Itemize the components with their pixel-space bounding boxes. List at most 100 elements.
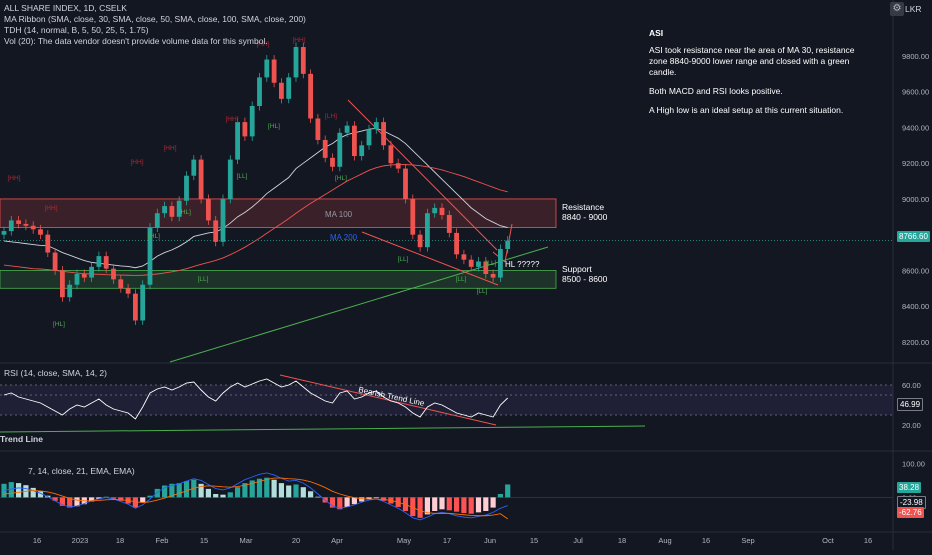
- price-tick-label: 8600.00: [902, 266, 929, 275]
- macd-histogram-bar: [118, 497, 124, 501]
- candle-body: [103, 256, 109, 269]
- candle-body: [490, 274, 496, 278]
- signal-line: [3, 477, 508, 520]
- pivot-label: [LH]: [325, 113, 337, 120]
- macd-line: [3, 472, 508, 521]
- macd-histogram-bar: [483, 497, 489, 511]
- candle-body: [206, 198, 211, 221]
- rsi-tick-label: 60.00: [902, 381, 921, 390]
- macd-histogram-bar: [329, 497, 336, 508]
- indicator-ma-ribbon[interactable]: MA Ribbon (SMA, close, 30, SMA, close, 5…: [4, 14, 306, 24]
- macd-histogram-bar: [424, 497, 430, 515]
- resistance-zone: [0, 198, 557, 228]
- candle-body: [133, 293, 138, 321]
- candle-body: [162, 206, 167, 214]
- symbol-line[interactable]: ALL SHARE INDEX, 1D, CSELK: [4, 3, 127, 13]
- macd-histogram-bar: [461, 497, 467, 514]
- candle-body: [446, 215, 452, 233]
- zone-support-range: 8500 - 8600: [562, 274, 608, 284]
- notes-paragraph-1: ASI took resistance near the area of MA …: [649, 45, 855, 77]
- candle-body: [176, 200, 182, 217]
- candle-body: [169, 206, 175, 217]
- macd-histogram-bar: [205, 488, 211, 498]
- trend-line-legend[interactable]: Trend Line: [0, 434, 43, 444]
- pivot-label: [LL]: [198, 276, 209, 283]
- macd-histogram-bar: [439, 497, 445, 510]
- price-tick-label: 8400.00: [902, 302, 929, 311]
- pivot-label: [HH]: [8, 175, 21, 182]
- zone-resistance-label: Resistance: [562, 202, 604, 212]
- macd-legend[interactable]: 7, 14, close, 21, EMA, EMA): [28, 466, 135, 476]
- pivot-label: [LL]: [486, 260, 497, 267]
- notes-paragraph-2: Both MACD and RSI looks positive.: [649, 86, 783, 96]
- candle-body: [60, 270, 65, 298]
- candle-body: [140, 284, 146, 321]
- candle-body: [16, 220, 21, 224]
- candle-body: [89, 266, 94, 278]
- rsi-band: [0, 385, 893, 415]
- time-tick-label: 15: [200, 536, 208, 545]
- indicator-tdh[interactable]: TDH (14, normal, B, 5, 50, 25, 5, 1.75): [4, 25, 149, 35]
- macd-histogram-bar: [366, 497, 372, 500]
- macd-histogram-bar: [183, 481, 190, 498]
- time-tick-label: Jul: [573, 536, 583, 545]
- candle-body: [330, 157, 335, 167]
- candle-body: [373, 122, 379, 130]
- macd-histogram-bar: [337, 497, 343, 510]
- candle-body: [118, 279, 124, 289]
- macd-hist-badge: 38.28: [897, 482, 922, 493]
- macd-histogram-bar: [351, 497, 357, 505]
- candles: [1, 42, 511, 325]
- notes-title: ASI: [649, 28, 664, 38]
- price-tick-label: 9800.00: [902, 52, 929, 61]
- rsi-panel: [0, 374, 893, 433]
- candle-body: [293, 47, 299, 78]
- candle-body: [249, 106, 255, 137]
- candle-body: [344, 125, 350, 133]
- rsi-line: [3, 378, 509, 420]
- chart-labels: Resistance 8840 - 9000 Support 8500 - 86…: [325, 202, 608, 408]
- macd-histogram-bar: [154, 488, 160, 498]
- candle-body: [1, 231, 7, 235]
- macd-histogram-bar: [264, 477, 270, 498]
- chart-settings-icon[interactable]: ⚙: [890, 2, 904, 16]
- macd-histogram-bar: [446, 497, 452, 511]
- time-tick-label: 16: [33, 536, 41, 545]
- macd-histogram-bar: [140, 497, 146, 503]
- candle-body: [257, 77, 262, 106]
- macd-histogram-bar: [242, 483, 248, 498]
- candle-body: [279, 82, 284, 99]
- zone-support-label: Support: [562, 264, 592, 274]
- pivot-label: [HH]: [226, 116, 239, 123]
- candle-body: [147, 227, 153, 285]
- candle-body: [476, 261, 481, 267]
- macd-histogram-bar: [432, 497, 438, 511]
- rsi-legend[interactable]: RSI (14, close, SMA, 14, 2): [4, 368, 107, 378]
- pivot-label: [HL]: [179, 209, 191, 216]
- ma200-label: MA 200: [330, 233, 358, 242]
- macd-panel: [0, 472, 893, 521]
- macd-histogram-bar: [162, 485, 168, 498]
- candle-body: [337, 132, 343, 167]
- indicator-vol[interactable]: Vol (20): The data vendor doesn't provid…: [4, 36, 268, 46]
- candle-body: [322, 139, 328, 158]
- candle-body: [191, 159, 197, 176]
- macd-histogram-bar: [198, 483, 204, 498]
- candle-body: [395, 163, 401, 169]
- pivot-label: [HH]: [257, 41, 270, 48]
- price-tick-label: 9200.00: [902, 159, 929, 168]
- time-tick-label: 16: [702, 536, 710, 545]
- macd-histogram-bar: [410, 497, 416, 517]
- macd-histogram-bar: [74, 497, 80, 507]
- support-zone: [0, 270, 557, 289]
- macd-signal-badge: -62.76: [897, 507, 924, 518]
- pivot-label: [HH]: [131, 159, 144, 166]
- candle-body: [154, 213, 160, 228]
- candle-body: [366, 129, 372, 146]
- macd-histogram-bar: [220, 494, 226, 498]
- pivot-label: [HH]: [45, 205, 58, 212]
- candle-body: [8, 220, 14, 232]
- legend: ALL SHARE INDEX, 1D, CSELK MA Ribbon (SM…: [4, 3, 306, 47]
